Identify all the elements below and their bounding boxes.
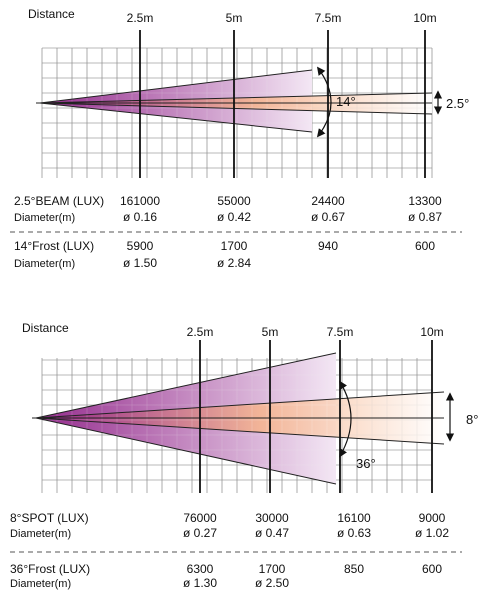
lux-row-label: 14°Frost (LUX)	[14, 239, 94, 253]
wide-angle-arrow	[339, 380, 352, 458]
wide-beam-edge	[39, 69, 313, 104]
diameter-value: ø 0.67	[311, 210, 345, 224]
lux-row-label: 36°Frost (LUX)	[10, 562, 90, 576]
distance-tick-label: 2.5m	[187, 325, 214, 339]
narrow-angle-label: 2.5°	[446, 96, 469, 111]
diameter-value: ø 2.84	[217, 256, 251, 270]
diameter-row-label: Diameter(m)	[10, 578, 71, 590]
diagram-2: Distance 2.5m 5m 7.5m 10m 36° 8° 8°SPOT (LUX) 76…	[10, 321, 478, 590]
narrow-angle-label: 8°	[466, 412, 478, 427]
diameter-value: ø 0.87	[408, 210, 442, 224]
distance-tick-label: 2.5m	[127, 11, 154, 25]
lux-value: 1700	[221, 239, 248, 253]
lux-value: 76000	[183, 511, 217, 525]
wide-angle-label: 14°	[336, 94, 356, 109]
lux-value: 600	[415, 239, 435, 253]
lux-row-label: 2.5°BEAM (LUX)	[14, 194, 104, 208]
wide-beam-edge	[35, 352, 337, 419]
diameter-row-label: Diameter(m)	[14, 258, 75, 270]
distance-tick-label: 7.5m	[327, 325, 354, 339]
distance-label: Distance	[28, 7, 75, 21]
narrow-beam-edge	[35, 391, 445, 419]
distance-tick-label: 10m	[413, 11, 436, 25]
lux-value: 1700	[259, 562, 286, 576]
lux-value: 161000	[120, 194, 160, 208]
diameter-value: ø 0.47	[255, 526, 289, 540]
grid-overlay	[41, 47, 433, 178]
distance-lines	[139, 30, 426, 178]
lux-value: 5900	[127, 239, 154, 253]
diameter-value: ø 2.50	[255, 576, 289, 590]
lux-value: 9000	[419, 511, 446, 525]
distance-tick-label: 10m	[420, 325, 443, 339]
narrow-beam-edge	[35, 417, 445, 445]
diameter-value: ø 0.63	[337, 526, 371, 540]
diameter-value: ø 0.42	[217, 210, 251, 224]
lux-value: 30000	[255, 511, 289, 525]
beam-edges	[32, 352, 445, 485]
lux-value: 24400	[311, 194, 345, 208]
diameter-value: ø 1.02	[415, 526, 449, 540]
distance-tick-label: 7.5m	[315, 11, 342, 25]
lux-row-label: 8°SPOT (LUX)	[10, 511, 89, 525]
lux-value: 13300	[408, 194, 442, 208]
lux-value: 6300	[187, 562, 214, 576]
narrow-beam-edge	[39, 102, 433, 115]
distance-tick-label: 5m	[262, 325, 279, 339]
diameter-value: ø 1.50	[123, 256, 157, 270]
lux-value: 850	[344, 562, 364, 576]
lux-value: 55000	[217, 194, 251, 208]
distance-label: Distance	[22, 321, 69, 335]
diameter-value: ø 0.27	[183, 526, 217, 540]
grid-overlay	[41, 358, 433, 493]
wide-angle-arrow	[316, 66, 332, 138]
lux-value: 600	[422, 562, 442, 576]
diameter-value: ø 0.16	[123, 210, 157, 224]
wide-beam-edge	[35, 417, 337, 485]
lux-value: 16100	[337, 511, 371, 525]
wide-beam-edge	[39, 102, 313, 133]
narrow-beam-edge	[39, 92, 433, 104]
diagram-1: Distance 2.5m 5m 7.5m 10m 14° 2.5° 2.5°BEAM (LU…	[10, 7, 469, 270]
lux-value: 940	[318, 239, 338, 253]
wide-angle-label: 36°	[356, 456, 376, 471]
distance-tick-label: 5m	[226, 11, 243, 25]
diameter-row-label: Diameter(m)	[10, 528, 71, 540]
diameter-value: ø 1.30	[183, 576, 217, 590]
diameter-row-label: Diameter(m)	[14, 212, 75, 224]
